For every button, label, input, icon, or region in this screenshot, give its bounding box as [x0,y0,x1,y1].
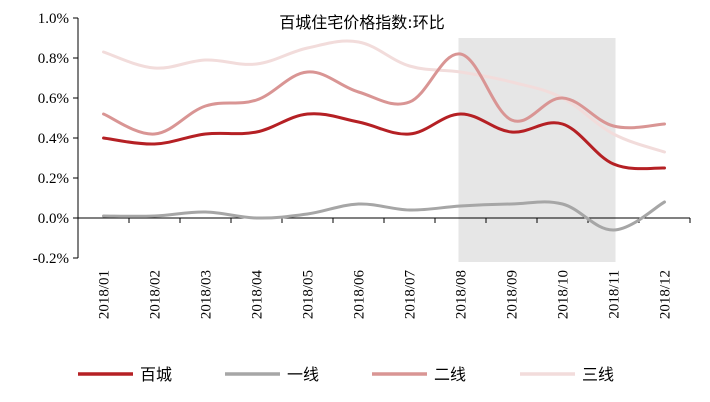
legend-label: 三线 [582,365,614,384]
series-line-1 [102,112,666,171]
series-line-3 [102,52,666,136]
y-tick-label: 0.2% [38,171,69,187]
x-tick-label: 2018/09 [505,270,521,319]
x-tick-label: 2018/10 [556,270,572,319]
y-tick-label: 1.0% [38,11,69,27]
legend-label: 百城 [140,365,172,384]
x-tick-label: 2018/08 [454,270,470,319]
legend-label: 二线 [434,365,466,384]
legend-label: 一线 [287,365,319,384]
y-tick-label: -0.2% [33,251,69,267]
y-tick-label: 0.6% [38,91,69,107]
x-tick-label: 2018/12 [658,270,674,319]
x-tick-label: 2018/04 [250,270,266,320]
x-tick-label: 2018/06 [352,270,368,320]
x-tick-label: 2018/03 [199,270,215,319]
x-tick-label: 2018/02 [148,270,164,319]
chart-title: 百城住宅价格指数:环比 [279,13,444,32]
x-tick-label: 2018/05 [301,270,317,319]
highlight-region [458,38,616,262]
y-tick-label: 0.0% [38,211,69,227]
x-tick-label: 2018/07 [403,270,419,320]
y-tick-label: 0.4% [38,131,69,147]
y-tick-label: 0.8% [38,51,69,67]
x-tick-label: 2018/01 [97,270,113,319]
series-line-4 [102,39,666,154]
x-tick-label: 2018/11 [607,270,623,319]
series-line-2 [102,200,666,232]
